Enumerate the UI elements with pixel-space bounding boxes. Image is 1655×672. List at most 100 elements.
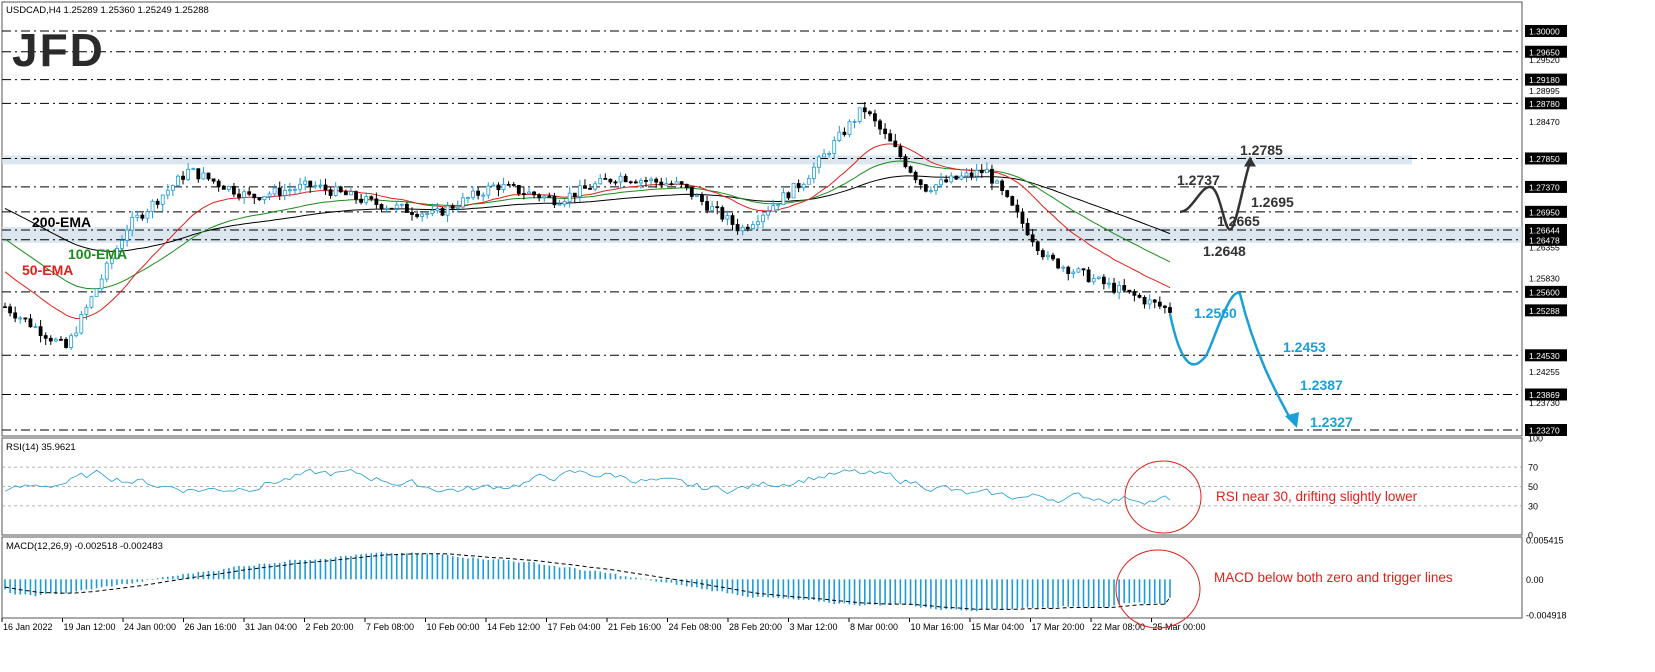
time-tick-label: 24 Feb 08:00: [669, 622, 722, 632]
candle-bearish: [354, 191, 358, 200]
candle-bearish: [155, 200, 160, 205]
candle-bearish: [608, 178, 613, 183]
candle-bearish: [1163, 305, 1167, 308]
rsi-tick-label: 70: [1528, 463, 1538, 473]
candle-bearish: [1157, 301, 1162, 307]
candle-bullish: [303, 180, 308, 185]
candle-bullish: [399, 203, 404, 206]
time-tick-label: 17 Feb 04:00: [548, 622, 601, 632]
candle-bullish: [272, 187, 277, 195]
candle-bullish: [460, 197, 465, 208]
candle-bullish: [822, 153, 826, 158]
candle-bearish: [954, 175, 959, 180]
rsi-title: RSI(14) 35.9621: [6, 442, 76, 453]
price-tick-label: 1.25288: [1529, 306, 1560, 316]
rsi-indicator: 70 50 30 100 0: [2, 434, 1543, 541]
candle-bearish: [893, 140, 898, 147]
candle-bullish: [801, 183, 806, 189]
candle-bullish: [674, 181, 679, 185]
candle-bearish: [583, 185, 587, 189]
candle-bullish: [425, 213, 430, 215]
candle-bullish: [201, 172, 206, 180]
candle-bullish: [364, 196, 369, 203]
jfd-logo: JFD: [12, 24, 105, 76]
candle-bullish: [293, 188, 297, 191]
candle-bearish: [689, 187, 694, 197]
candle-bullish: [298, 183, 302, 190]
candle-bearish: [1056, 258, 1060, 269]
bullish-scenario-path: [1179, 162, 1252, 231]
candle-bearish: [842, 131, 847, 135]
candle-bearish: [944, 179, 949, 183]
price-tick-box: [1525, 304, 1567, 317]
symbol-header: USDCAD,H4 1.25289 1.25360 1.25249 1.2528…: [6, 5, 209, 16]
candle-bearish: [633, 181, 638, 184]
candle-bullish: [562, 200, 567, 205]
candle-bullish: [725, 215, 730, 220]
label-1-2560: 1.2560: [1194, 305, 1237, 321]
candle-bullish: [939, 179, 943, 186]
candle-bullish: [89, 296, 94, 308]
time-tick-label: 14 Feb 12:00: [487, 622, 540, 632]
candle-bearish: [440, 208, 445, 216]
time-tick-label: 3 Mar 12:00: [790, 622, 838, 632]
candle-bullish: [542, 195, 547, 199]
candle-bullish: [84, 306, 89, 315]
candle-bullish: [471, 190, 475, 198]
candle-bullish: [1107, 282, 1111, 285]
candle-bearish: [389, 207, 394, 210]
price-tick-label: 1.24530: [1529, 351, 1560, 361]
bearish-scenario-path: [1168, 291, 1293, 421]
candle-bearish: [1030, 234, 1035, 243]
candle-bearish: [1137, 294, 1142, 298]
candle-bearish: [684, 183, 689, 189]
macd-indicator: 0.005415 0.00 -0.004918: [4, 536, 1567, 621]
candle-bearish: [43, 335, 48, 339]
rsi-highlight-circle: [1124, 460, 1202, 534]
candle-bullish: [287, 189, 292, 192]
candle-bearish: [1086, 269, 1091, 283]
bullish-arrowhead: [1244, 156, 1256, 167]
price-tick-label: 1.26644: [1529, 225, 1560, 235]
price-tick-label: 1.30000: [1529, 27, 1560, 37]
candle-bearish: [878, 120, 882, 130]
candle-bearish: [588, 187, 592, 190]
candle-bullish: [694, 194, 699, 197]
time-tick-label: 26 Jan 16:00: [185, 622, 237, 632]
candle-bullish: [313, 185, 318, 188]
price-tick-box: [1525, 388, 1567, 401]
price-tick-label: 1.28780: [1529, 99, 1560, 109]
candle-bearish: [1025, 223, 1030, 236]
candle-bearish: [715, 206, 720, 209]
candle-bearish: [867, 111, 872, 115]
candle-bearish: [450, 205, 455, 209]
candle-bearish: [323, 184, 328, 191]
candle-bearish: [1168, 307, 1172, 313]
candle-bullish: [664, 183, 669, 186]
candle-bullish: [333, 186, 338, 196]
candle-bearish: [654, 178, 659, 183]
candle-bullish: [791, 183, 796, 199]
price-tick-box: [1525, 205, 1567, 218]
candle-bullish: [1091, 278, 1096, 283]
candle-bullish: [852, 121, 857, 123]
candle-bearish: [669, 183, 674, 186]
candle-bearish: [343, 191, 348, 196]
candle-bearish: [903, 156, 908, 168]
candle-bearish: [3, 306, 7, 309]
candle-bullish: [125, 229, 129, 242]
candle-bullish: [420, 213, 425, 217]
candle-bullish: [995, 180, 999, 184]
candle-bearish: [623, 175, 628, 183]
candle-bearish: [522, 193, 526, 195]
candle-bearish: [532, 191, 536, 196]
candle-bearish: [232, 185, 236, 195]
candle-bearish: [181, 175, 185, 180]
price-tick-box: [1525, 424, 1567, 436]
candle-bearish: [990, 168, 994, 184]
candle-bullish: [756, 221, 760, 226]
candle-bearish: [1051, 254, 1055, 260]
candle-bullish: [817, 156, 821, 168]
price-tick-label: 1.23270: [1529, 426, 1560, 436]
candle-bullish: [577, 185, 582, 197]
